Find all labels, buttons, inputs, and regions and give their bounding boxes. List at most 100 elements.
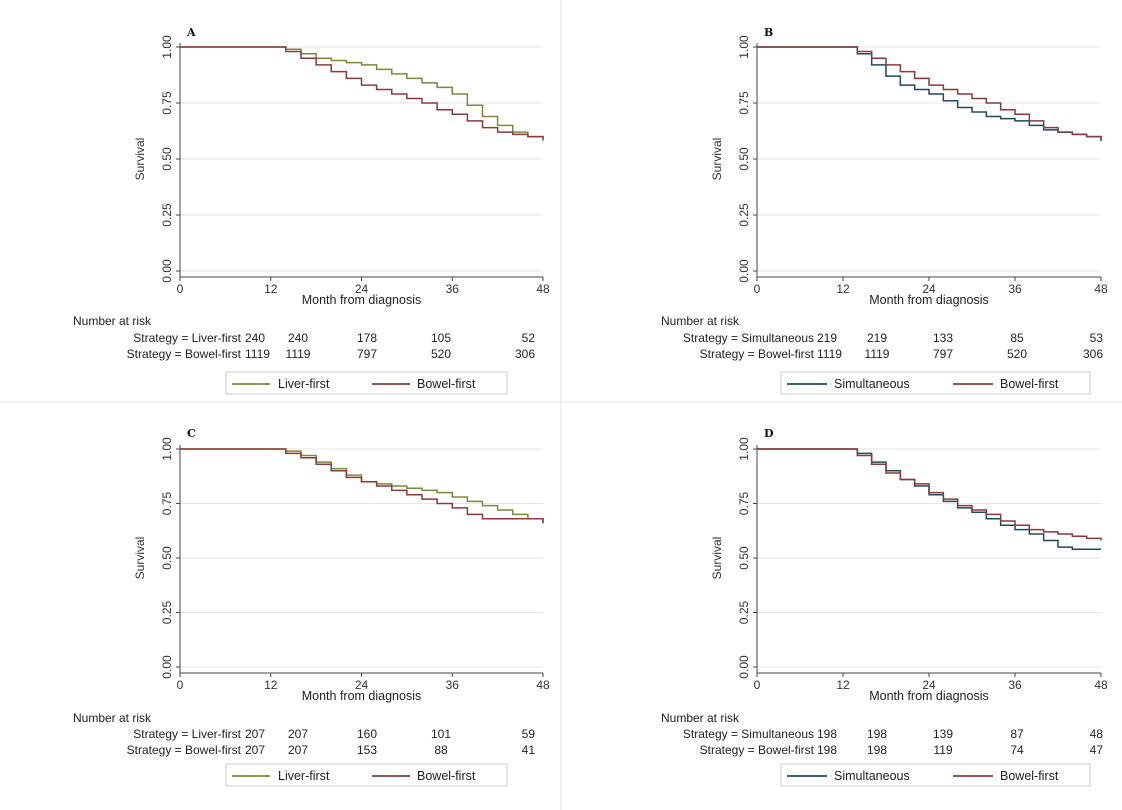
x-tick-label: 0 [177, 678, 184, 692]
panel-d: D 0.00 0.25 0.50 0.75 1.00 Survival 0 12 24 36 48 Mo… [661, 427, 1108, 787]
risk-row-label: Strategy = Simultaneous [683, 331, 814, 345]
risk-value: 153 [357, 743, 377, 757]
survival-curve-simultaneous [757, 448, 1101, 551]
x-tick-label: 12 [836, 282, 850, 296]
risk-value: 160 [357, 727, 377, 741]
x-tick-label: 36 [446, 282, 460, 296]
risk-value: 1119 [245, 347, 270, 361]
x-tick-label: 12 [264, 678, 278, 692]
x-tick-label: 0 [177, 282, 184, 296]
x-tick-label: 36 [446, 678, 460, 692]
risk-table-title: Number at risk [73, 314, 152, 328]
y-tick-label: 0.50 [737, 546, 751, 570]
risk-table-title: Number at risk [661, 711, 740, 725]
risk-value: 59 [522, 727, 536, 741]
y-tick-label: 1.00 [160, 35, 174, 59]
risk-value: 139 [933, 727, 953, 741]
survival-curve-bowel-first [180, 46, 544, 139]
legend-label: Simultaneous [834, 377, 910, 391]
risk-value: 52 [522, 331, 536, 345]
y-tick-label: 0.00 [160, 655, 174, 679]
x-tick-label: 24 [922, 282, 936, 296]
panel-letter: B [764, 26, 773, 39]
x-tick-label: 0 [754, 678, 761, 692]
risk-value: 47 [1090, 743, 1104, 757]
legend-box [780, 371, 1091, 395]
x-tick-label: 48 [1094, 678, 1108, 692]
y-tick-label: 0.75 [737, 91, 751, 115]
risk-value: 198 [867, 743, 887, 757]
legend-label: Liver-first [278, 769, 330, 783]
risk-value: 133 [933, 331, 953, 345]
risk-value: 207 [245, 727, 265, 741]
survival-curve-liver-first [180, 46, 544, 142]
y-axis-label: Survival [710, 138, 724, 181]
x-tick-label: 0 [754, 282, 761, 296]
risk-value: 198 [817, 727, 837, 741]
panel-a: A 0.00 0.25 0.50 0.75 1.00 Survival 0 12 24 36 48 Mo… [73, 26, 550, 395]
legend-label: Bowel-first [1000, 769, 1059, 783]
risk-value: 85 [1010, 331, 1024, 345]
panel-letter: D [764, 427, 774, 440]
y-tick-label: 0.00 [160, 259, 174, 283]
y-tick-label: 0.50 [737, 147, 751, 171]
risk-value: 1119 [286, 347, 311, 361]
x-tick-label: 24 [922, 678, 936, 692]
risk-value: 207 [245, 743, 265, 757]
survival-curve-liver-first [180, 448, 544, 524]
x-tick-label: 24 [355, 678, 369, 692]
y-tick-label: 0.75 [737, 491, 751, 515]
x-tick-label: 48 [536, 282, 550, 296]
legend-box [225, 763, 508, 787]
risk-value: 207 [288, 743, 308, 757]
risk-row-label: Strategy = Liver-first [133, 727, 241, 741]
y-tick-label: 0.75 [160, 491, 174, 515]
risk-value: 119 [933, 743, 952, 757]
x-tick-label: 12 [264, 282, 278, 296]
x-axis-label: Month from diagnosis [302, 293, 422, 307]
x-tick-label: 36 [1008, 678, 1022, 692]
legend-label: Bowel-first [1000, 377, 1059, 391]
x-tick-label: 36 [1008, 282, 1022, 296]
risk-value: 1119 [865, 347, 890, 361]
risk-row-label: Strategy = Bowel-first [700, 743, 815, 757]
risk-row-label: Strategy = Bowel-first [127, 743, 242, 757]
risk-value: 520 [1007, 347, 1027, 361]
panel-b: B 0.00 0.25 0.50 0.75 1.00 Survival 0 12 24 36 48 Mo… [661, 26, 1108, 395]
risk-value: 219 [867, 331, 887, 345]
y-tick-label: 0.75 [160, 91, 174, 115]
x-axis-label: Month from diagnosis [869, 689, 989, 703]
risk-value: 198 [867, 727, 887, 741]
legend-label: Simultaneous [834, 769, 910, 783]
x-tick-label: 24 [355, 282, 369, 296]
risk-value: 88 [434, 743, 448, 757]
y-tick-label: 0.25 [737, 600, 751, 624]
risk-value: 219 [817, 331, 837, 345]
panel-letter: C [187, 427, 196, 440]
risk-value: 1119 [817, 347, 842, 361]
risk-value: 306 [515, 347, 535, 361]
survival-curve-bowel-first [757, 46, 1102, 139]
y-tick-label: 1.00 [160, 437, 174, 461]
risk-value: 87 [1010, 727, 1024, 741]
y-tick-label: 0.25 [737, 203, 751, 227]
risk-row-label: Strategy = Bowel-first [700, 347, 815, 361]
risk-value: 101 [431, 727, 451, 741]
x-tick-label: 48 [1094, 282, 1108, 296]
y-tick-label: 0.50 [160, 147, 174, 171]
risk-value: 306 [1083, 347, 1103, 361]
x-axis-label: Month from diagnosis [869, 293, 989, 307]
risk-value: 198 [817, 743, 837, 757]
y-tick-label: 0.00 [737, 655, 751, 679]
legend-label: Bowel-first [417, 769, 476, 783]
y-tick-label: 1.00 [737, 35, 751, 59]
x-tick-label: 12 [836, 678, 850, 692]
y-tick-label: 0.25 [160, 600, 174, 624]
risk-table-title: Number at risk [661, 314, 740, 328]
legend-label: Bowel-first [417, 377, 476, 391]
y-tick-label: 0.25 [160, 203, 174, 227]
risk-value: 74 [1010, 743, 1024, 757]
x-axis-label: Month from diagnosis [302, 689, 422, 703]
panel-letter: A [186, 26, 196, 39]
